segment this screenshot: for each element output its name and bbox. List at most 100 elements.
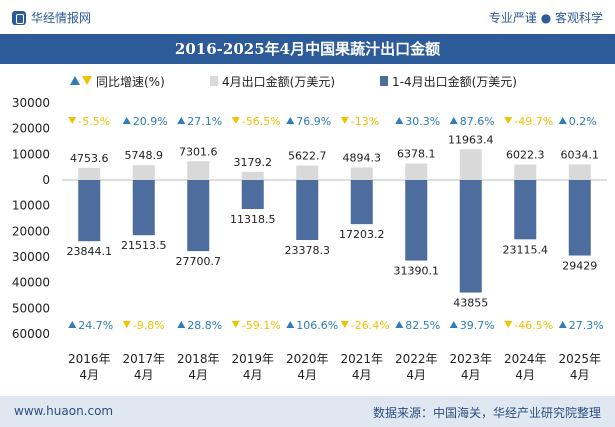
data-label-month: 11963.4 bbox=[448, 133, 494, 146]
yoy-cumulative-down-triangle-icon bbox=[504, 321, 513, 328]
x-tick-label-year: 2018年 bbox=[177, 352, 220, 366]
bar-cumulative bbox=[78, 180, 101, 242]
yoy-month-label: 20.9% bbox=[133, 115, 168, 128]
x-tick-label-month: 4月 bbox=[297, 368, 317, 382]
x-tick-label-month: 4月 bbox=[79, 368, 99, 382]
data-label-month: 5748.9 bbox=[125, 149, 164, 162]
bar-month bbox=[187, 161, 210, 180]
yoy-cumulative-label: 39.7% bbox=[460, 319, 495, 332]
bar-month bbox=[568, 164, 591, 180]
data-label-month: 4894.3 bbox=[343, 151, 382, 164]
yoy-cumulative-label: 27.3% bbox=[569, 319, 604, 332]
y-tick-label: 30000 bbox=[12, 96, 50, 110]
x-tick-label-month: 4月 bbox=[243, 368, 263, 382]
data-label-cumulative: 11318.5 bbox=[230, 213, 276, 226]
yoy-cumulative-label: -26.4% bbox=[351, 319, 390, 332]
legend-down-triangle-icon bbox=[82, 76, 92, 85]
yoy-month-up-triangle-icon bbox=[177, 117, 186, 124]
y-tick-label: 40000 bbox=[12, 276, 50, 290]
x-tick-label-month: 4月 bbox=[188, 368, 208, 382]
y-tick-label: 20000 bbox=[12, 224, 50, 238]
x-tick-label-year: 2020年 bbox=[286, 352, 329, 366]
data-label-cumulative: 43855 bbox=[453, 297, 488, 310]
bar-cumulative bbox=[132, 180, 155, 236]
yoy-cumulative-label: -9.8% bbox=[133, 319, 165, 332]
data-label-month: 7301.6 bbox=[179, 145, 218, 158]
legend-swatch-month bbox=[210, 76, 218, 86]
y-tick-label: 30000 bbox=[12, 250, 50, 264]
yoy-month-label: -49.7% bbox=[514, 115, 553, 128]
data-label-cumulative: 23844.1 bbox=[67, 245, 113, 258]
legend-label-month: 4月出口金额(万美元) bbox=[222, 74, 335, 89]
yoy-cumulative-label: -59.1% bbox=[242, 319, 281, 332]
yoy-month-up-triangle-icon bbox=[395, 117, 404, 124]
data-label-month: 6378.1 bbox=[397, 148, 436, 161]
y-tick-label: 60000 bbox=[12, 327, 50, 341]
legend-label-yoy: 同比增速(%) bbox=[96, 75, 165, 89]
data-label-month: 6034.1 bbox=[561, 149, 600, 162]
x-tick-label-year: 2022年 bbox=[395, 352, 438, 366]
yoy-month-label: 0.2% bbox=[569, 115, 597, 128]
bar-month bbox=[350, 167, 373, 180]
data-label-cumulative: 23115.4 bbox=[503, 243, 549, 256]
y-tick-label: 10000 bbox=[12, 199, 50, 213]
yoy-month-label: 30.3% bbox=[405, 115, 440, 128]
bar-cumulative bbox=[514, 180, 537, 240]
data-label-cumulative: 27700.7 bbox=[176, 255, 222, 268]
y-tick-label: 0 bbox=[42, 173, 50, 187]
x-tick-label-year: 2025年 bbox=[558, 352, 601, 366]
x-tick-label-year: 2023年 bbox=[449, 352, 492, 366]
yoy-month-label: -56.5% bbox=[242, 115, 281, 128]
x-tick-label-month: 4月 bbox=[134, 368, 154, 382]
yoy-month-label: -13% bbox=[351, 115, 379, 128]
yoy-cumulative-up-triangle-icon bbox=[286, 321, 295, 328]
brand-name: 华经情报网 bbox=[31, 11, 92, 25]
data-label-cumulative: 31390.1 bbox=[394, 265, 440, 278]
bar-month bbox=[78, 167, 101, 180]
footer-bar: www.huaon.com 数据来源：中国海关，华经产业研究院整理 bbox=[0, 396, 615, 427]
y-tick-label: 20000 bbox=[12, 122, 50, 136]
yoy-month-up-triangle-icon bbox=[449, 117, 458, 124]
y-tick-label: 50000 bbox=[12, 301, 50, 315]
yoy-cumulative-down-triangle-icon bbox=[231, 321, 240, 328]
yoy-cumulative-up-triangle-icon bbox=[449, 321, 458, 328]
yoy-cumulative-down-triangle-icon bbox=[122, 321, 131, 328]
bar-cumulative bbox=[296, 180, 319, 241]
yoy-month-label: -5.5% bbox=[78, 115, 110, 128]
x-tick-label-month: 4月 bbox=[515, 368, 535, 382]
x-tick-label-year: 2017年 bbox=[122, 352, 165, 366]
yoy-cumulative-down-triangle-icon bbox=[340, 321, 349, 328]
yoy-month-down-triangle-icon bbox=[340, 117, 349, 124]
yoy-month-up-triangle-icon bbox=[122, 117, 131, 124]
legend-label-cumulative: 1-4月出口金额(万美元) bbox=[392, 74, 517, 89]
yoy-cumulative-label: 24.7% bbox=[78, 319, 113, 332]
data-label-cumulative: 21513.5 bbox=[121, 239, 167, 252]
header-bar: 华经情报网 专业严谨 ● 客观科学 bbox=[0, 0, 615, 35]
x-tick-label-month: 4月 bbox=[406, 368, 426, 382]
yoy-cumulative-up-triangle-icon bbox=[395, 321, 404, 328]
y-tick-label: 10000 bbox=[12, 147, 50, 161]
bar-cumulative bbox=[241, 180, 264, 210]
bar-cumulative bbox=[459, 180, 482, 293]
bar-cumulative bbox=[187, 180, 210, 252]
data-label-cumulative: 23378.3 bbox=[285, 244, 331, 257]
brand-logo-icon bbox=[12, 10, 26, 25]
slogan: 专业严谨 ● 客观科学 bbox=[488, 11, 603, 25]
data-label-month: 6022.3 bbox=[506, 149, 545, 162]
chart: 30000 20000 10000 0 10000 20000 30000 40000 5000… bbox=[12, 74, 607, 382]
yoy-month-up-triangle-icon bbox=[558, 117, 567, 124]
x-tick-label-year: 2021年 bbox=[340, 352, 383, 366]
bar-month bbox=[241, 171, 264, 180]
data-label-month: 5622.7 bbox=[288, 150, 327, 163]
data-label-month: 3179.2 bbox=[234, 156, 273, 169]
data-label-cumulative: 17203.2 bbox=[339, 228, 385, 241]
yoy-cumulative-up-triangle-icon bbox=[177, 321, 186, 328]
yoy-month-label: 87.6% bbox=[460, 115, 495, 128]
yoy-cumulative-label: 82.5% bbox=[405, 319, 440, 332]
bar-cumulative bbox=[405, 180, 428, 261]
yoy-cumulative-label: 28.8% bbox=[187, 319, 222, 332]
yoy-month-label: 27.1% bbox=[187, 115, 222, 128]
x-tick-label-month: 4月 bbox=[461, 368, 481, 382]
legend-up-triangle-icon bbox=[70, 76, 80, 85]
yoy-cumulative-label: 106.6% bbox=[296, 319, 338, 332]
